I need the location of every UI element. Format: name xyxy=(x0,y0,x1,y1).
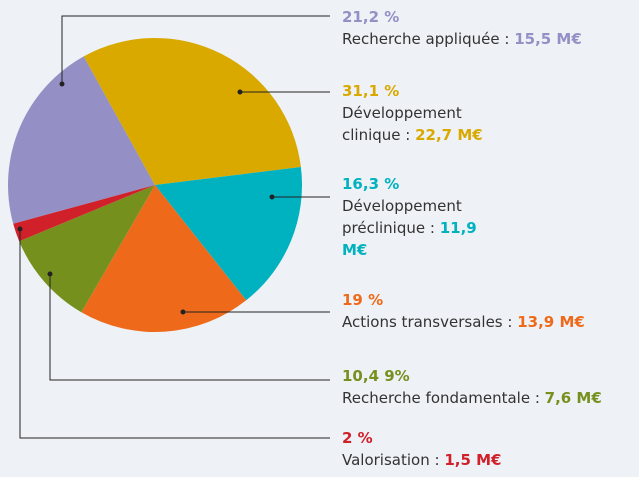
legend-text: Valorisation1,5 M€ xyxy=(342,449,639,471)
percent-label: 10,4 9% xyxy=(342,367,410,385)
percent-label: 21,2 % xyxy=(342,8,400,26)
leader-dot xyxy=(269,194,275,200)
legend-text: Développement clinique22,7 M€ xyxy=(342,102,502,146)
legend-text: Développement préclinique11,9 M€ xyxy=(342,195,502,261)
percent-label: 19 % xyxy=(342,291,384,309)
pie-slice xyxy=(83,38,301,185)
category-name: Recherche appliquée xyxy=(342,30,514,48)
amount-label: 13,9 M€ xyxy=(517,313,585,331)
pie-slice xyxy=(81,185,247,332)
percent-label: 16,3 % xyxy=(342,175,400,193)
pie-slice xyxy=(155,167,302,301)
category-name: Recherche fondamentale xyxy=(342,389,545,407)
amount-label: 11,9 M€ xyxy=(342,219,477,259)
leader-dot xyxy=(180,309,186,315)
pie-slice xyxy=(19,185,155,313)
category-name: Valorisation xyxy=(342,451,444,469)
legend-text: Actions transversales13,9 M€ xyxy=(342,311,639,333)
category-name: Actions transversales xyxy=(342,313,517,331)
pie-slice xyxy=(8,56,155,224)
percent-label: 31,1 % xyxy=(342,82,400,100)
legend-entry: 19 % Actions transversales13,9 M€ xyxy=(342,289,639,333)
leader-dot xyxy=(17,226,23,232)
legend-text: Recherche appliquée15,5 M€ xyxy=(342,28,639,50)
legend-text: Recherche fondamentale7,6 M€ xyxy=(342,387,639,409)
percent-label: 2 % xyxy=(342,429,373,447)
leader-dot xyxy=(47,271,53,277)
legend-entry: 10,4 9% Recherche fondamentale7,6 M€ xyxy=(342,365,639,409)
leader-line xyxy=(19,229,330,439)
amount-label: 22,7 M€ xyxy=(415,126,483,144)
leader-line xyxy=(49,274,330,381)
legend-entry: 31,1 % Développement clinique22,7 M€ xyxy=(342,80,502,146)
leader-dot xyxy=(59,81,65,87)
amount-label: 15,5 M€ xyxy=(514,30,582,48)
amount-label: 1,5 M€ xyxy=(444,451,502,469)
leader-line xyxy=(61,15,330,84)
legend-entry: 2 % Valorisation1,5 M€ xyxy=(342,427,639,471)
legend-entry: 16,3 % Développement préclinique11,9 M€ xyxy=(342,173,502,261)
amount-label: 7,6 M€ xyxy=(544,389,602,407)
pie-slice xyxy=(13,185,156,242)
legend-entry: 21,2 % Recherche appliquée15,5 M€ xyxy=(342,6,639,50)
leader-dot xyxy=(237,89,243,95)
